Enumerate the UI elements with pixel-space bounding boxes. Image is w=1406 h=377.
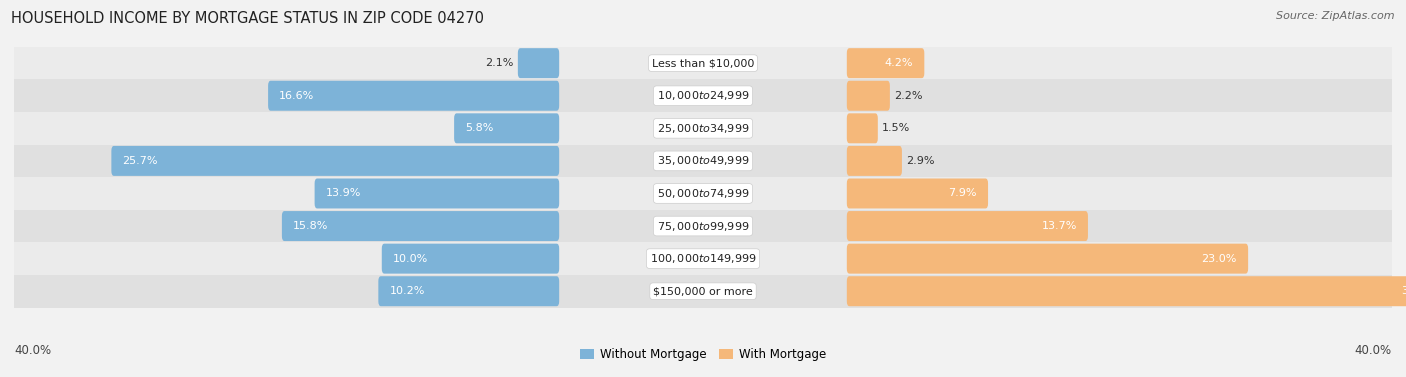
- Bar: [14, 80, 1392, 112]
- Text: 40.0%: 40.0%: [14, 344, 51, 357]
- FancyBboxPatch shape: [378, 276, 560, 306]
- Bar: [14, 242, 1392, 275]
- Legend: Without Mortgage, With Mortgage: Without Mortgage, With Mortgage: [581, 348, 825, 361]
- FancyBboxPatch shape: [382, 244, 560, 274]
- FancyBboxPatch shape: [269, 81, 560, 111]
- Text: $35,000 to $49,999: $35,000 to $49,999: [657, 155, 749, 167]
- Text: 15.8%: 15.8%: [292, 221, 329, 231]
- Text: 23.0%: 23.0%: [1202, 254, 1237, 264]
- Text: 40.0%: 40.0%: [1355, 344, 1392, 357]
- Text: HOUSEHOLD INCOME BY MORTGAGE STATUS IN ZIP CODE 04270: HOUSEHOLD INCOME BY MORTGAGE STATUS IN Z…: [11, 11, 484, 26]
- Text: $50,000 to $74,999: $50,000 to $74,999: [657, 187, 749, 200]
- Text: 4.2%: 4.2%: [884, 58, 912, 68]
- FancyBboxPatch shape: [454, 113, 560, 143]
- FancyBboxPatch shape: [111, 146, 560, 176]
- Text: 2.9%: 2.9%: [907, 156, 935, 166]
- Text: $150,000 or more: $150,000 or more: [654, 286, 752, 296]
- FancyBboxPatch shape: [315, 178, 560, 208]
- Text: 10.2%: 10.2%: [389, 286, 425, 296]
- Text: 10.0%: 10.0%: [392, 254, 429, 264]
- FancyBboxPatch shape: [846, 244, 1249, 274]
- Bar: [14, 145, 1392, 177]
- FancyBboxPatch shape: [846, 178, 988, 208]
- Text: 1.5%: 1.5%: [882, 123, 910, 133]
- Text: 7.9%: 7.9%: [949, 188, 977, 198]
- Text: 5.8%: 5.8%: [465, 123, 494, 133]
- FancyBboxPatch shape: [846, 113, 877, 143]
- Text: 16.6%: 16.6%: [280, 91, 315, 101]
- Text: $75,000 to $99,999: $75,000 to $99,999: [657, 219, 749, 233]
- Bar: [14, 177, 1392, 210]
- Text: $100,000 to $149,999: $100,000 to $149,999: [650, 252, 756, 265]
- Text: $25,000 to $34,999: $25,000 to $34,999: [657, 122, 749, 135]
- Text: $10,000 to $24,999: $10,000 to $24,999: [657, 89, 749, 102]
- Text: Less than $10,000: Less than $10,000: [652, 58, 754, 68]
- Text: 25.7%: 25.7%: [122, 156, 157, 166]
- Bar: [14, 47, 1392, 80]
- FancyBboxPatch shape: [846, 211, 1088, 241]
- Bar: [14, 112, 1392, 145]
- FancyBboxPatch shape: [281, 211, 560, 241]
- Bar: [14, 210, 1392, 242]
- FancyBboxPatch shape: [846, 81, 890, 111]
- Text: 13.9%: 13.9%: [326, 188, 361, 198]
- FancyBboxPatch shape: [846, 48, 924, 78]
- FancyBboxPatch shape: [846, 276, 1406, 306]
- FancyBboxPatch shape: [517, 48, 560, 78]
- Bar: [14, 275, 1392, 308]
- Text: 34.6%: 34.6%: [1402, 286, 1406, 296]
- Text: 2.2%: 2.2%: [894, 91, 922, 101]
- FancyBboxPatch shape: [846, 146, 901, 176]
- Text: 2.1%: 2.1%: [485, 58, 513, 68]
- Text: 13.7%: 13.7%: [1042, 221, 1077, 231]
- Text: Source: ZipAtlas.com: Source: ZipAtlas.com: [1277, 11, 1395, 21]
